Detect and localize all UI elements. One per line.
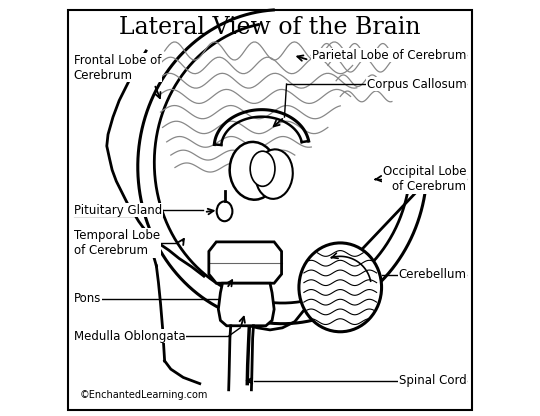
- Polygon shape: [218, 283, 274, 326]
- Text: Pituitary Gland: Pituitary Gland: [74, 203, 162, 217]
- Text: Temporal Lobe
of Cerebrum: Temporal Lobe of Cerebrum: [74, 229, 160, 257]
- Text: Occipital Lobe
of Cerebrum: Occipital Lobe of Cerebrum: [383, 165, 466, 193]
- Text: Parietal Lobe of Cerebrum: Parietal Lobe of Cerebrum: [312, 49, 466, 62]
- Text: Lateral View of the Brain: Lateral View of the Brain: [119, 16, 421, 39]
- Text: Medulla Oblongata: Medulla Oblongata: [74, 329, 185, 343]
- Text: ©EnchantedLearning.com: ©EnchantedLearning.com: [80, 390, 208, 400]
- Text: Frontal Lobe of
Cerebrum: Frontal Lobe of Cerebrum: [74, 54, 161, 82]
- Polygon shape: [209, 242, 281, 283]
- Text: Corpus Callosum: Corpus Callosum: [367, 77, 466, 91]
- Ellipse shape: [250, 151, 275, 186]
- Ellipse shape: [230, 142, 277, 200]
- Text: Cerebellum: Cerebellum: [399, 268, 466, 282]
- Ellipse shape: [255, 149, 293, 199]
- Ellipse shape: [299, 243, 382, 332]
- Text: Pons: Pons: [74, 292, 101, 305]
- Ellipse shape: [217, 201, 232, 221]
- Text: Spinal Cord: Spinal Cord: [399, 374, 466, 387]
